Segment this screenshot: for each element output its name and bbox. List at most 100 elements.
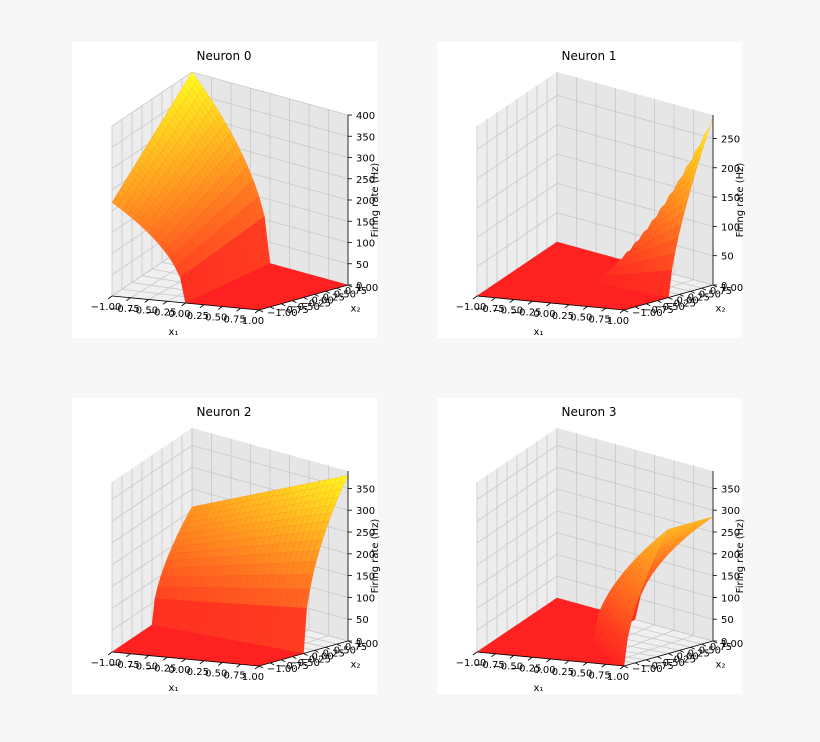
x1-axis-label: x₁ (169, 683, 179, 694)
x2-tick (303, 653, 308, 656)
z-tick-label: 200 (721, 164, 740, 175)
x2-tick (646, 303, 651, 307)
z-tick-label: 250 (721, 528, 740, 539)
x1-tick (218, 306, 223, 310)
z-tick-label: 200 (721, 550, 740, 561)
x1-tick-label: 0.00 (168, 309, 190, 320)
z-axis-label: Firing rate (Hz) (735, 163, 746, 238)
z-tick-label: 350 (356, 132, 375, 143)
x2-tick (668, 653, 673, 656)
subplot-title: Neuron 3 (561, 405, 616, 419)
x1-tick (564, 304, 570, 309)
x2-tick-label: 1.00 (721, 639, 743, 650)
x1-tick-label: 0.25 (187, 311, 209, 322)
z-axis-label: Firing rate (Hz) (370, 519, 381, 594)
x1-tick-label: −0.25 (511, 307, 542, 318)
x2-tick-label: −0.75 (643, 661, 674, 672)
x2-tick (258, 665, 264, 669)
x2-tick (679, 294, 684, 297)
x2-tick-label: −0.50 (654, 302, 685, 313)
x2-tick-label: 0.00 (312, 296, 334, 307)
grid-line-z (111, 444, 349, 500)
x1-tick-label: −0.25 (146, 663, 177, 674)
x1-tick-label: −0.50 (127, 662, 158, 673)
x2-tick (623, 665, 629, 669)
x1-tick (181, 302, 186, 307)
x1-tick-label: 0.75 (223, 314, 245, 325)
z-axis-label: Firing rate (Hz) (735, 519, 746, 594)
z-tick-label: 100 (721, 222, 740, 233)
x1-tick-label: −0.75 (109, 660, 140, 671)
x1-tick-label: 1.00 (242, 316, 264, 327)
x1-tick-label: 0.25 (552, 667, 574, 678)
x1-tick-label: 1.00 (607, 316, 629, 327)
x2-tick-label: 1.00 (721, 283, 743, 294)
subplot-0: −1.00−0.75−0.50−0.250.000.250.500.751.00… (72, 42, 381, 338)
x1-tick (144, 655, 149, 659)
z-axis-label: Firing rate (Hz) (370, 163, 381, 238)
z-tick-label: 250 (356, 175, 375, 186)
x2-tick-label: 0.50 (699, 289, 721, 300)
x2-tick (646, 659, 651, 663)
grid-line-z (476, 575, 714, 631)
x1-tick-label: −0.50 (492, 306, 523, 317)
z-tick-label: 350 (356, 484, 375, 495)
x1-tick-label: −0.50 (492, 662, 523, 673)
x2-tick (623, 309, 629, 313)
grid-line-z (476, 94, 714, 150)
z-tick-label: 100 (356, 239, 375, 250)
subplot-3: −1.00−0.75−0.50−0.250.000.250.500.751.00… (437, 398, 746, 694)
x1-tick-label: 0.00 (533, 665, 555, 676)
x1-tick (254, 309, 260, 314)
x1-tick-label: 0.50 (205, 669, 227, 680)
grid-line-z (476, 124, 714, 180)
grid-line-z (476, 466, 714, 522)
z-tick-label: 50 (356, 260, 369, 271)
x2-tick (269, 306, 275, 310)
x1-tick (509, 299, 514, 303)
x1-tick (491, 653, 496, 658)
x1-tick-label: −1.00 (91, 302, 122, 313)
x2-tick-label: 0.00 (677, 296, 699, 307)
x1-tick (126, 297, 131, 302)
x2-axis-label: x₂ (716, 660, 726, 671)
x2-tick-label: 0.00 (677, 652, 699, 663)
z-tick-label: 0 (356, 637, 362, 648)
x2-tick (336, 287, 342, 291)
x1-tick-label: −0.25 (146, 307, 177, 318)
x1-tick (162, 656, 168, 661)
x2-tick (281, 659, 286, 663)
x2-tick-label: 0.25 (688, 648, 710, 659)
x2-tick-label: 0.50 (334, 645, 356, 656)
x2-tick (325, 646, 330, 650)
x2-tick (701, 287, 707, 291)
x1-tick-label: −0.75 (474, 304, 505, 315)
x2-tick (657, 300, 662, 303)
x2-tick-label: −1.00 (632, 664, 663, 675)
x2-tick (292, 300, 297, 303)
x1-tick (564, 660, 570, 665)
grid-line-z (476, 553, 714, 609)
x1-tick (107, 295, 113, 300)
x1-tick (236, 307, 241, 312)
x2-tick-label: −0.50 (654, 658, 685, 669)
subplot-title: Neuron 1 (561, 49, 616, 63)
z-tick-label: 300 (356, 154, 375, 165)
x2-tick-label: 0.50 (699, 645, 721, 656)
x1-tick-label: −1.00 (456, 302, 487, 313)
x1-tick (254, 665, 260, 670)
x2-tick (679, 650, 684, 653)
subplot-1: −1.00−0.75−0.50−0.250.000.250.500.751.00… (437, 42, 746, 338)
x2-tick-label: 0.75 (345, 286, 367, 297)
x2-tick-label: 0.00 (312, 652, 334, 663)
x1-tick-label: −0.25 (511, 663, 542, 674)
subplot-title: Neuron 0 (196, 49, 251, 63)
x1-tick-label: 1.00 (607, 672, 629, 683)
x1-tick (509, 655, 514, 659)
x1-tick-label: 0.50 (205, 313, 227, 324)
x1-tick (619, 665, 625, 670)
x1-tick-label: 0.00 (533, 309, 555, 320)
x1-tick-label: −1.00 (456, 658, 487, 669)
x2-tick (634, 662, 640, 666)
